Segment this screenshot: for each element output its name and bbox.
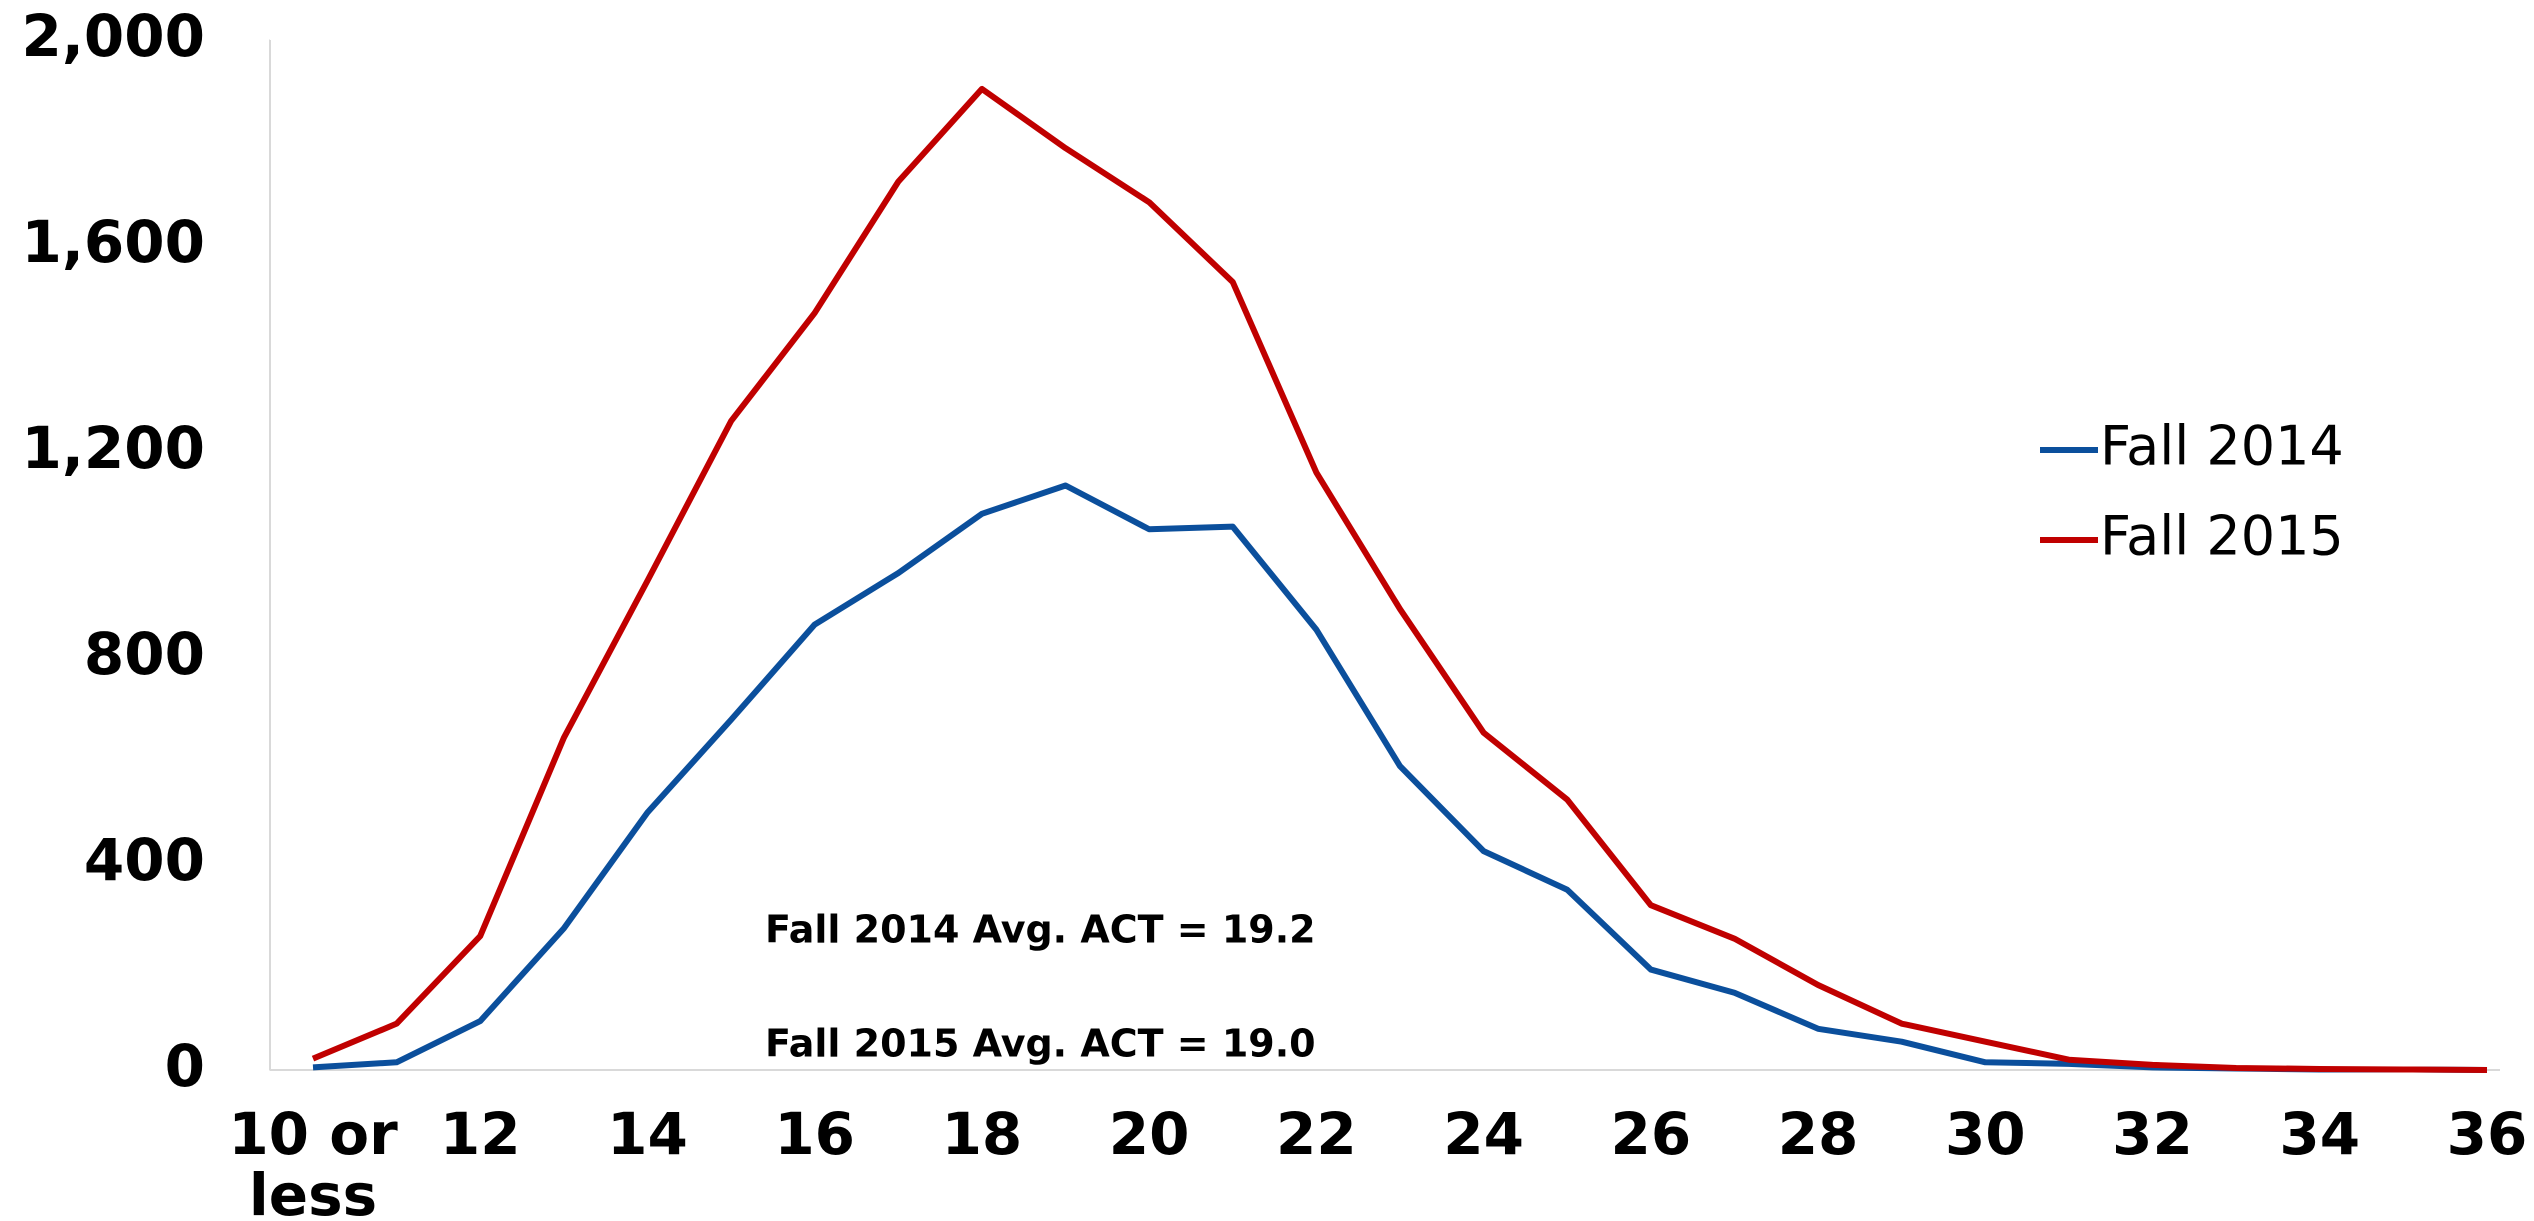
x-tick-label: 36 <box>2447 1100 2528 1168</box>
x-tick-label: 10 or less <box>228 1100 398 1221</box>
legend-label: Fall 2015 <box>2100 505 2344 568</box>
y-tick-label: 1,200 <box>22 414 205 482</box>
x-tick-label: 26 <box>1610 1100 1691 1168</box>
series-line <box>312 482 2488 1073</box>
series-line <box>311 85 2488 1073</box>
y-tick-label: 800 <box>84 620 205 688</box>
x-tick-label: 14 <box>607 1100 688 1168</box>
y-tick-label: 400 <box>84 826 205 894</box>
x-tick-label: 18 <box>942 1100 1023 1168</box>
legend-label: Fall 2014 <box>2100 415 2344 478</box>
x-tick-label: 24 <box>1443 1100 1524 1168</box>
x-tick-label: 30 <box>1945 1100 2026 1168</box>
x-tick-label: 20 <box>1109 1100 1190 1168</box>
annotation: Fall 2014 Avg. ACT = 19.2 <box>765 908 1316 952</box>
annotation: Fall 2015 Avg. ACT = 19.0 <box>765 1022 1316 1066</box>
y-tick-label: 0 <box>165 1032 205 1100</box>
x-tick-label: 16 <box>774 1100 855 1168</box>
x-tick-label: 22 <box>1276 1100 1357 1168</box>
y-tick-label: 2,000 <box>22 2 205 70</box>
y-tick-label: 1,600 <box>22 208 205 276</box>
x-tick-label: 34 <box>2279 1100 2360 1168</box>
x-tick-label: 28 <box>1778 1100 1859 1168</box>
x-tick-label: 12 <box>440 1100 521 1168</box>
x-tick-label: 32 <box>2112 1100 2193 1168</box>
